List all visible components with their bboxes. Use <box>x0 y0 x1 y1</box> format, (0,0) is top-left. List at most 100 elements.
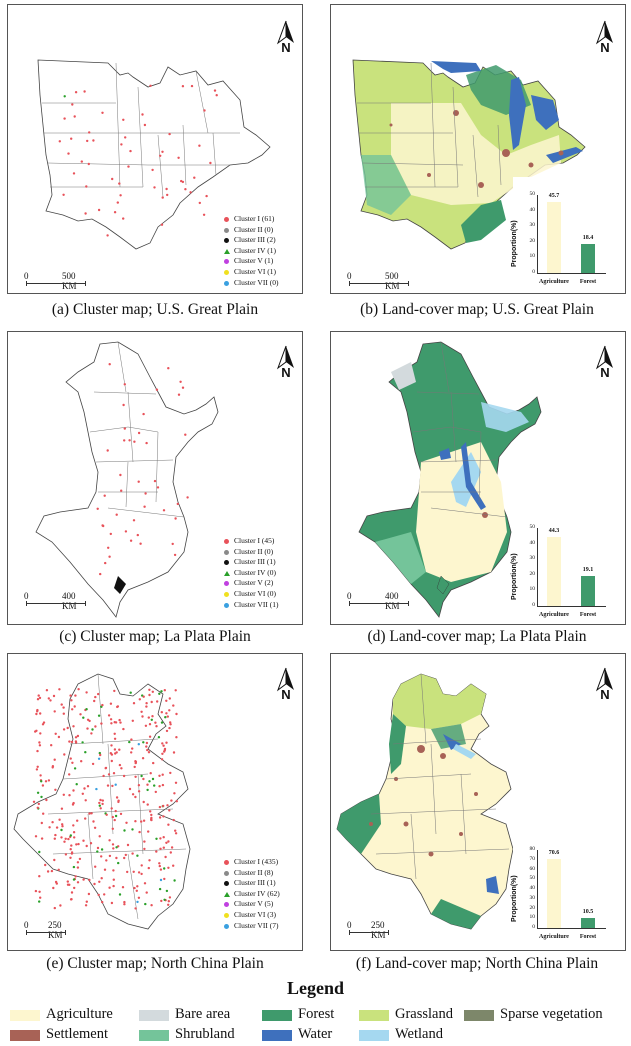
cluster-point <box>58 688 61 691</box>
cluster-point <box>117 861 120 865</box>
cluster-legend-label: Cluster V (5) <box>234 899 274 909</box>
cluster-legend-label: Cluster III (2) <box>234 235 276 245</box>
cluster-point <box>63 117 66 120</box>
cluster-point <box>202 213 206 216</box>
cluster-point <box>52 694 56 698</box>
cluster-point <box>101 524 104 527</box>
scale-zero: 0 <box>24 271 29 281</box>
cluster-point <box>34 835 38 838</box>
cluster-point <box>123 856 126 860</box>
cluster-legend-label: Cluster VI (3) <box>234 909 276 919</box>
cluster-point <box>131 793 135 796</box>
cluster-point <box>132 702 136 705</box>
cluster-point <box>101 900 104 904</box>
cluster-point <box>113 748 117 751</box>
cluster-point <box>102 774 105 778</box>
cluster-point <box>62 728 66 731</box>
cluster-point <box>163 689 166 692</box>
cluster-point <box>74 694 77 697</box>
cluster-point <box>161 752 164 755</box>
cluster-point <box>100 855 103 858</box>
cluster-point <box>85 844 88 848</box>
cluster-point <box>98 804 102 807</box>
cluster-point <box>74 736 78 739</box>
cluster-legend-label: Cluster I (45) <box>234 536 275 545</box>
caption-d: (d) Land-cover map; La Plata Plain <box>367 628 587 645</box>
cluster-point <box>124 853 128 857</box>
cluster-point <box>77 842 80 846</box>
cluster-point <box>142 819 146 822</box>
cluster-point <box>115 796 119 799</box>
cluster-point <box>139 542 142 545</box>
chart-axis <box>537 195 606 274</box>
cluster-legend-item: Cluster I (45) <box>224 536 278 547</box>
cluster-point <box>165 741 168 744</box>
cluster-point <box>170 846 174 849</box>
cluster-point <box>189 191 192 194</box>
cluster-point <box>62 193 65 196</box>
cluster-point <box>111 784 114 788</box>
chart-y-axis-label: Proportion(%) <box>511 875 518 922</box>
proportion-bar-chart-d: Proportion(%) 0 10 20 30 40 50 44.3 Agriculture 1… <box>511 510 609 622</box>
cluster-marker-icon <box>224 280 229 286</box>
cluster-point <box>142 800 145 804</box>
cluster-point <box>173 879 176 882</box>
legend-label: Sparse vegetation <box>500 1006 603 1022</box>
cluster-legend-item: Cluster V (2) <box>224 578 278 589</box>
cluster-marker-icon <box>224 238 229 244</box>
cluster-point <box>122 774 126 778</box>
chart-tick-label: 40 <box>529 539 536 546</box>
legend-swatch <box>262 1030 292 1041</box>
north-arrow-icon: N <box>593 666 617 702</box>
cluster-point <box>151 690 154 693</box>
cluster-point <box>148 688 151 691</box>
cluster-point <box>35 768 39 771</box>
cluster-marker-icon <box>224 902 229 908</box>
cluster-marker-icon <box>224 860 229 865</box>
scale-zero: 0 <box>347 591 352 601</box>
cluster-point <box>125 821 128 824</box>
cluster-point <box>98 751 102 755</box>
chart-tick-label: 70 <box>529 855 536 862</box>
chart-tick-label: 60 <box>529 865 536 872</box>
cluster-point <box>55 882 58 885</box>
legend-swatch <box>139 1010 169 1021</box>
cluster-point <box>134 775 137 778</box>
cluster-point <box>144 492 147 495</box>
cluster-point <box>51 766 54 769</box>
chart-tick-label: 40 <box>529 885 536 891</box>
cluster-point <box>164 855 167 859</box>
cluster-point <box>86 785 90 788</box>
cluster-point <box>163 898 166 901</box>
cluster-point <box>133 886 136 890</box>
cluster-point <box>109 532 113 536</box>
cluster-legend-item: Cluster VII (7) <box>224 921 280 932</box>
cluster-point <box>103 893 106 896</box>
cluster-point <box>150 813 153 817</box>
cluster-point <box>89 842 93 845</box>
cluster-point <box>110 722 113 725</box>
cluster-point <box>156 486 160 489</box>
cluster-point <box>198 144 201 147</box>
cluster-legend-item: Cluster III (1) <box>224 878 280 889</box>
north-label: N <box>281 687 291 702</box>
north-arrow-icon: N <box>274 344 298 380</box>
cluster-point <box>175 800 178 803</box>
cluster-point <box>110 744 113 747</box>
cluster-legend-label: Cluster IV (62) <box>234 888 280 898</box>
cluster-point <box>67 152 70 155</box>
cluster-point <box>71 708 74 711</box>
cluster-point <box>39 712 42 715</box>
cluster-point <box>116 705 120 708</box>
cluster-point <box>161 773 164 776</box>
chart-tick-label: 10 <box>529 914 536 921</box>
cluster-point <box>141 715 144 718</box>
cluster-point <box>85 185 88 188</box>
cluster-point <box>70 844 73 847</box>
cluster-point <box>37 694 40 697</box>
cluster-point <box>137 896 141 899</box>
cluster-point <box>72 801 75 805</box>
cluster-point <box>149 810 152 813</box>
cluster-point <box>53 837 56 840</box>
cluster-point <box>148 735 152 738</box>
